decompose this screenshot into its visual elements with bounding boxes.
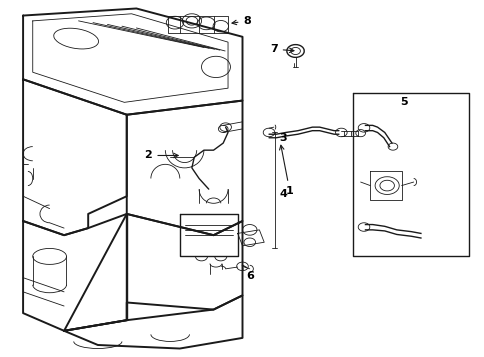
Text: 5: 5	[399, 97, 407, 107]
Text: 4: 4	[279, 190, 287, 200]
Text: 7: 7	[270, 44, 293, 54]
Text: 6: 6	[242, 265, 253, 281]
Text: 1: 1	[279, 145, 293, 196]
Text: 3: 3	[279, 133, 287, 143]
Text: 2: 2	[144, 151, 178, 161]
Text: 8: 8	[231, 16, 251, 26]
